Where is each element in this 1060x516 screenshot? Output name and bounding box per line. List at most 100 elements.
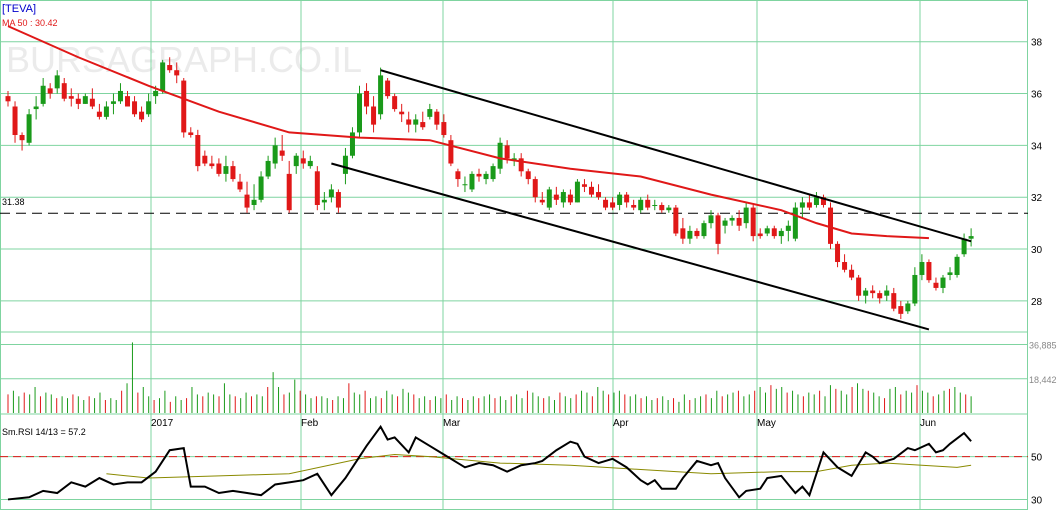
ticker-box bbox=[1, 1, 39, 15]
candle-body-10 bbox=[75, 98, 81, 104]
candlesticks bbox=[5, 57, 974, 320]
candle-body-38 bbox=[272, 145, 278, 164]
candle-body-136 bbox=[961, 238, 967, 255]
price-tick-label-28: 28 bbox=[1031, 297, 1043, 308]
price-tick-label-38: 38 bbox=[1031, 38, 1043, 49]
candle-body-98 bbox=[694, 230, 700, 237]
candle-body-2 bbox=[19, 135, 25, 141]
candle-body-129 bbox=[912, 274, 918, 304]
candle-body-29 bbox=[209, 163, 215, 167]
candle-body-4 bbox=[33, 106, 39, 110]
candle-body-106 bbox=[750, 207, 756, 237]
candle-body-133 bbox=[940, 277, 946, 288]
volume-tick-label-1: 36,885 bbox=[1029, 340, 1057, 350]
candle-body-50 bbox=[357, 93, 362, 133]
candle-body-118 bbox=[835, 243, 841, 263]
candle-body-53 bbox=[378, 75, 384, 115]
candle-body-116 bbox=[820, 197, 826, 205]
candle-body-92 bbox=[652, 204, 658, 206]
candle-body-125 bbox=[884, 290, 890, 296]
candle-body-47 bbox=[335, 192, 341, 208]
candle-body-101 bbox=[715, 215, 721, 244]
candle-body-110 bbox=[778, 230, 784, 237]
candle-body-75 bbox=[532, 179, 538, 198]
watermark: BURSAGRAPH.CO.IL bbox=[6, 39, 362, 80]
candle-body-58 bbox=[413, 119, 419, 125]
candle-body-13 bbox=[96, 111, 102, 117]
candle-body-93 bbox=[659, 204, 665, 211]
candle-body-66 bbox=[469, 173, 475, 190]
candle-body-90 bbox=[638, 199, 644, 211]
candle-body-35 bbox=[251, 199, 257, 205]
candle-body-84 bbox=[596, 192, 602, 198]
candle-body-15 bbox=[110, 101, 116, 104]
candle-body-107 bbox=[757, 233, 763, 237]
candle-body-126 bbox=[891, 293, 897, 309]
candle-body-62 bbox=[441, 122, 447, 136]
price-tick-label-36: 36 bbox=[1031, 90, 1043, 101]
candle-body-12 bbox=[89, 98, 95, 107]
candle-body-45 bbox=[321, 199, 327, 203]
candle-body-57 bbox=[406, 119, 412, 125]
candle-body-6 bbox=[47, 88, 53, 94]
candle-body-113 bbox=[799, 202, 805, 208]
month-label-5: Jun bbox=[920, 418, 936, 429]
candle-body-74 bbox=[525, 171, 531, 180]
candle-body-132 bbox=[933, 282, 939, 288]
candle-body-51 bbox=[364, 90, 370, 107]
month-label-4: May bbox=[757, 418, 776, 429]
candle-body-31 bbox=[223, 166, 229, 174]
candle-body-108 bbox=[764, 228, 770, 234]
candle-body-7 bbox=[54, 75, 60, 89]
candle-body-33 bbox=[237, 181, 243, 190]
candle-body-80 bbox=[567, 194, 573, 203]
candle-body-83 bbox=[588, 186, 594, 195]
candle-body-135 bbox=[954, 256, 960, 275]
ma-50-line bbox=[7, 25, 929, 240]
candle-body-131 bbox=[926, 262, 932, 281]
candle-body-123 bbox=[870, 290, 876, 294]
candle-body-40 bbox=[286, 173, 292, 211]
candle-body-128 bbox=[905, 303, 911, 312]
candle-body-56 bbox=[399, 111, 405, 115]
candle-body-94 bbox=[666, 207, 672, 211]
rsi-signal-line bbox=[106, 454, 972, 479]
candle-body-14 bbox=[103, 106, 109, 117]
channel-lower-line bbox=[331, 162, 930, 331]
candle-body-52 bbox=[371, 106, 377, 125]
candle-body-28 bbox=[202, 155, 208, 164]
candle-body-102 bbox=[722, 220, 728, 226]
candle-body-69 bbox=[490, 166, 496, 180]
candle-body-68 bbox=[483, 173, 489, 180]
grid bbox=[0, 1, 1028, 510]
month-label-0: 2017 bbox=[151, 418, 174, 429]
candle-body-60 bbox=[427, 109, 433, 117]
candle-body-112 bbox=[792, 207, 798, 239]
candle-body-134 bbox=[947, 272, 953, 275]
candle-body-42 bbox=[300, 158, 306, 164]
rsi-tick-label-50: 50 bbox=[1031, 453, 1043, 464]
candle-body-1 bbox=[12, 106, 18, 136]
candle-body-19 bbox=[139, 111, 145, 120]
candle-body-77 bbox=[546, 189, 552, 208]
ticker-label: [TEVA] bbox=[2, 3, 36, 15]
plot-frame bbox=[0, 0, 1028, 510]
candle-body-78 bbox=[553, 194, 559, 200]
candle-body-127 bbox=[898, 306, 904, 314]
month-label-2: Mar bbox=[443, 418, 461, 429]
candle-body-17 bbox=[125, 96, 131, 107]
candle-body-43 bbox=[307, 160, 313, 167]
candle-body-104 bbox=[736, 217, 742, 226]
candle-body-16 bbox=[117, 90, 123, 102]
candle-body-65 bbox=[462, 184, 468, 186]
rsi-label: Sm.RSI 14/13 = 57.2 bbox=[2, 427, 86, 437]
candle-body-59 bbox=[420, 122, 426, 128]
volume-bars bbox=[7, 342, 972, 413]
candle-body-121 bbox=[856, 277, 862, 296]
candle-body-37 bbox=[265, 160, 271, 177]
candle-body-46 bbox=[328, 189, 334, 198]
candle-body-96 bbox=[680, 228, 686, 239]
candle-body-41 bbox=[293, 155, 299, 167]
candle-body-26 bbox=[188, 132, 194, 136]
candle-body-67 bbox=[476, 173, 482, 177]
